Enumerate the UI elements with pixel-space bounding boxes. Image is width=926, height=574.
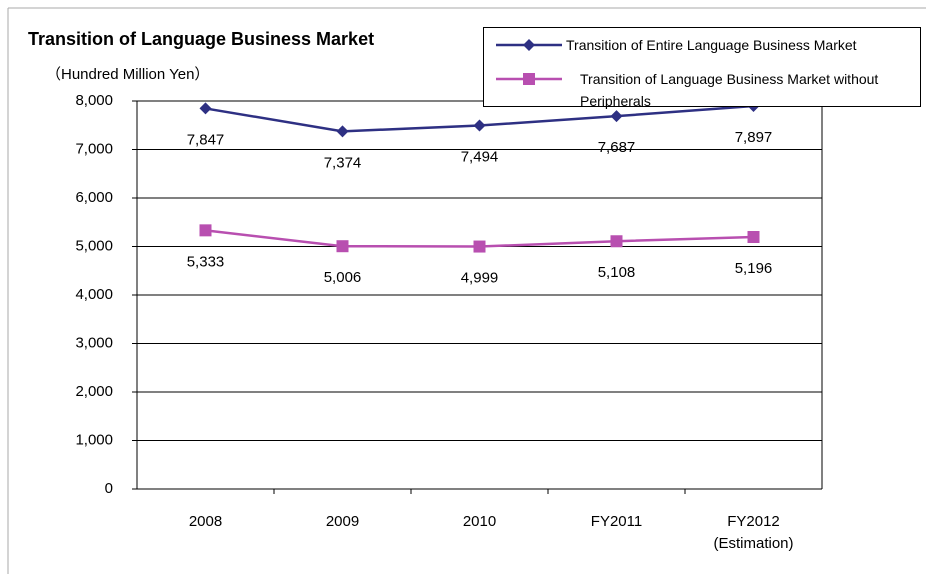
x-tick-label: 2009 — [325, 513, 360, 530]
y-tick-label: 3,000 — [75, 334, 113, 351]
marker — [610, 110, 623, 123]
data-label: 5,108 — [598, 264, 636, 281]
y-tick-label: 8,000 — [75, 92, 113, 109]
data-label: 4,999 — [461, 270, 499, 287]
y-axis-label: （Hundred Million Yen） — [46, 66, 209, 83]
x-tick-label: 2010 — [462, 513, 497, 530]
marker — [199, 102, 212, 115]
marker — [473, 240, 486, 253]
data-label: 7,847 — [187, 131, 225, 148]
x-tick-label: 2008 — [188, 513, 223, 530]
data-label: 5,333 — [187, 253, 225, 270]
legend-label: Transition of Language Business Market w… — [580, 71, 879, 109]
y-tick-label: 6,000 — [75, 189, 113, 206]
legend-label: Transition of Entire Language Business M… — [566, 37, 857, 53]
chart-title: Transition of Language Business Market — [28, 29, 374, 49]
data-label: 7,494 — [461, 149, 499, 166]
data-label: 7,687 — [598, 139, 636, 156]
data-label: 5,006 — [324, 269, 362, 286]
y-tick-label: 0 — [105, 480, 113, 497]
legend: Transition of Entire Language Business M… — [483, 27, 921, 109]
legend-marker — [523, 73, 535, 85]
y-tick-label: 7,000 — [75, 140, 113, 157]
legend-swatch — [496, 73, 562, 85]
marker — [747, 230, 760, 243]
y-tick-label: 4,000 — [75, 286, 113, 303]
data-label: 7,374 — [324, 154, 362, 171]
x-tick-label: FY2011 — [590, 513, 643, 530]
marker — [610, 235, 623, 248]
data-label: 5,196 — [735, 260, 773, 277]
legend-marker — [523, 39, 535, 51]
y-tick-label: 5,000 — [75, 237, 113, 254]
marker — [199, 224, 212, 237]
marker — [336, 240, 349, 253]
y-tick-label: 1,000 — [75, 431, 113, 448]
legend-swatch — [496, 39, 562, 51]
y-tick-label: 2,000 — [75, 383, 113, 400]
data-label: 7,897 — [735, 129, 773, 146]
marker — [336, 125, 349, 138]
marker — [473, 119, 486, 132]
x-tick-label: FY2012 (Estimation) — [713, 513, 794, 552]
